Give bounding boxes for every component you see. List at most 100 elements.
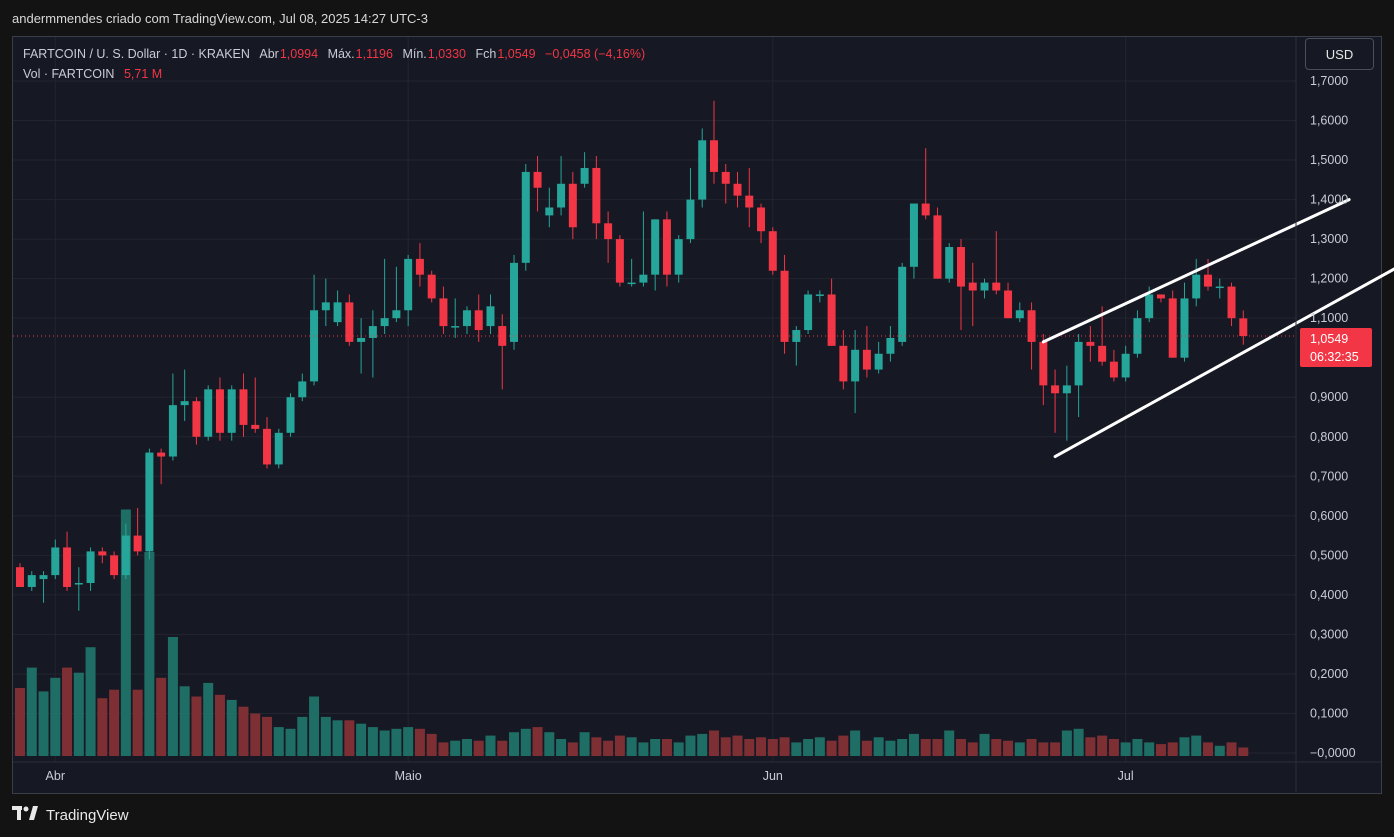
- candle-body: [157, 452, 166, 457]
- candle-body: [568, 183, 577, 228]
- candle-body: [239, 389, 248, 425]
- candle-body: [862, 349, 871, 370]
- volume-bar: [767, 739, 778, 756]
- y-axis-tick-label: 0,7000: [1310, 469, 1348, 483]
- volume-bar: [932, 739, 943, 756]
- y-axis-tick-label: 1,7000: [1310, 74, 1348, 88]
- candle-body: [639, 274, 648, 283]
- candle-body: [604, 223, 613, 240]
- volume-bar: [1203, 742, 1213, 756]
- volume-bar: [850, 730, 861, 756]
- last-price: 1,0549: [1310, 332, 1349, 346]
- candle-body: [674, 239, 683, 275]
- candle-body: [780, 270, 789, 342]
- volume-bar: [885, 740, 896, 756]
- volume-label[interactable]: Vol · FARTCOIN: [23, 67, 115, 81]
- tradingview-icon: [12, 806, 38, 824]
- candle-body: [110, 555, 119, 576]
- candle-body: [345, 302, 354, 342]
- volume-bar: [650, 739, 661, 756]
- candle-body: [204, 389, 213, 437]
- candle-body: [627, 282, 636, 285]
- volume-bar: [297, 716, 308, 756]
- volume-bar: [1238, 747, 1249, 756]
- volume-bar: [403, 727, 414, 756]
- volume-bar: [1191, 735, 1202, 756]
- candle-body: [98, 551, 107, 556]
- volume-bar: [661, 739, 672, 756]
- currency-button[interactable]: USD: [1305, 38, 1374, 70]
- volume-bar: [1014, 742, 1025, 756]
- candle-body: [380, 318, 389, 327]
- candle-body: [357, 337, 366, 342]
- candle-body: [1062, 385, 1071, 394]
- volume-bar: [732, 735, 743, 756]
- volume-bar: [144, 552, 155, 756]
- candle-body: [74, 583, 83, 585]
- candle-body: [615, 239, 624, 283]
- volume-bar: [309, 696, 320, 756]
- candle-body: [368, 326, 377, 338]
- candle-body: [721, 171, 730, 184]
- candle-body: [510, 262, 519, 342]
- candle-body: [1027, 310, 1036, 342]
- volume-bar: [1214, 745, 1225, 756]
- candle-body: [874, 353, 883, 370]
- candle-body: [1239, 318, 1248, 337]
- symbol-title[interactable]: FARTCOIN / U. S. Dollar · 1D · KRAKEN: [23, 47, 250, 61]
- volume-value: 5,71 M: [123, 67, 163, 81]
- candle-body: [933, 215, 942, 279]
- candle-body: [662, 219, 671, 275]
- volume-bar: [1003, 740, 1014, 756]
- candle-body: [557, 183, 566, 208]
- candle-body: [1074, 341, 1083, 386]
- brand-name: TradingView: [46, 806, 129, 824]
- candle-body: [1145, 294, 1154, 319]
- candle-body: [321, 302, 330, 311]
- chart-caption: andermmendes criado com TradingView.com,…: [12, 11, 428, 26]
- volume-bar: [38, 691, 49, 756]
- volume-bar: [85, 647, 96, 756]
- volume-bar: [1144, 742, 1155, 756]
- volume-bar: [1026, 739, 1037, 756]
- volume-bar: [685, 735, 696, 756]
- y-axis-tick-label: 0,3000: [1310, 627, 1348, 641]
- volume-bar: [791, 742, 802, 756]
- candle-body: [392, 310, 401, 319]
- low-label: Mín.: [402, 47, 427, 61]
- candle-body: [1192, 274, 1201, 299]
- volume-bar: [438, 742, 449, 756]
- volume-bar: [1073, 728, 1084, 756]
- candle-body: [580, 167, 589, 184]
- candle-body: [745, 195, 754, 208]
- candle-body: [898, 266, 907, 342]
- volume-bar: [920, 739, 931, 756]
- close-value: 1,0549: [497, 47, 536, 61]
- trendline: [1053, 267, 1394, 459]
- volume-bar: [861, 740, 872, 756]
- volume-bar: [955, 739, 966, 756]
- candle-body: [86, 551, 95, 584]
- candle-body: [757, 207, 766, 232]
- volume-bar: [450, 740, 461, 756]
- candle-body: [733, 183, 742, 196]
- volume-bar: [332, 720, 343, 756]
- volume-bar: [697, 733, 708, 756]
- volume-bar: [1050, 742, 1061, 756]
- volume-bar: [414, 728, 425, 756]
- tradingview-logo[interactable]: TradingView: [12, 806, 129, 824]
- open-label: Abr: [259, 47, 279, 61]
- volume-bar: [638, 742, 649, 756]
- volume-bar: [967, 742, 978, 756]
- candle-body: [1039, 341, 1048, 386]
- volume-bar: [1038, 742, 1049, 756]
- y-axis-tick-label: −0,0000: [1310, 746, 1356, 760]
- x-axis-tick-label: Jun: [763, 769, 783, 783]
- candle-body: [51, 547, 60, 576]
- x-axis-tick-label: Jul: [1118, 769, 1134, 783]
- volume-bar: [708, 730, 719, 756]
- volume-bar: [1085, 737, 1096, 756]
- candle-body: [298, 381, 307, 398]
- candle-body: [180, 401, 189, 406]
